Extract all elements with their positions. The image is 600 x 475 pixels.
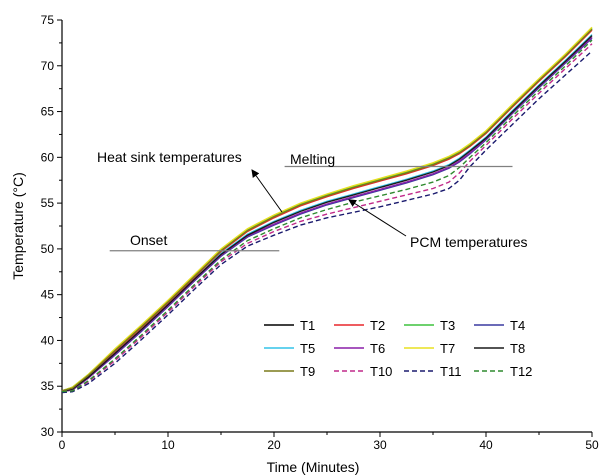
series-line-t7 [61, 26, 593, 392]
heat-sink-arrow [251, 169, 283, 213]
series-line-t12 [61, 39, 593, 393]
x-tick-label: 0 [59, 438, 66, 452]
series-line-t9 [61, 28, 593, 392]
y-tick-label: 70 [41, 59, 55, 73]
legend-label-t1: T1 [300, 318, 315, 333]
legend-label-t12: T12 [510, 364, 532, 379]
y-tick-label: 50 [41, 242, 55, 256]
pcm-temperatures-label: PCM temperatures [410, 234, 527, 250]
y-tick-label: 60 [41, 150, 55, 164]
legend-label-t6: T6 [370, 341, 385, 356]
x-tick-label: 20 [267, 438, 281, 452]
x-tick-label: 40 [479, 438, 493, 452]
heat-sink-label: Heat sink temperatures [97, 149, 242, 165]
x-axis-title: Time (Minutes) [267, 459, 360, 475]
x-tick-label: 30 [373, 438, 387, 452]
series-line-t10 [61, 43, 593, 393]
y-tick-label: 55 [41, 196, 55, 210]
axes: 0 10 20 30 40 50 30 35 40 45 50 55 60 65 70 75 Time (Min… [10, 13, 599, 475]
series-line-t5 [61, 34, 593, 393]
y-axis-title: Temperature (°C) [10, 172, 26, 280]
y-tick-label: 35 [41, 379, 55, 393]
onset-label: Onset [130, 232, 167, 248]
legend-label-t4: T4 [510, 318, 525, 333]
x-tick-label: 50 [585, 438, 599, 452]
legend-label-t5: T5 [300, 341, 315, 356]
y-tick-label: 65 [41, 105, 55, 119]
y-tick-label: 30 [41, 425, 55, 439]
legend: T1 T2 T3 T4 T5 T6 T7 T8 T9 T10 T11 T12 [264, 318, 532, 379]
legend-label-t7: T7 [440, 341, 455, 356]
y-tick-label: 40 [41, 333, 55, 347]
legend-label-t9: T9 [300, 364, 315, 379]
legend-label-t8: T8 [510, 341, 525, 356]
pcm-arrow [348, 199, 407, 237]
x-tick-label: 10 [161, 438, 175, 452]
y-tick-label: 45 [41, 288, 55, 302]
y-tick-label: 75 [41, 13, 55, 27]
legend-label-t3: T3 [440, 318, 455, 333]
legend-label-t10: T10 [370, 364, 392, 379]
series-line-t11 [61, 50, 593, 394]
legend-label-t11: T11 [440, 364, 461, 379]
series-line-t8 [61, 35, 593, 393]
melting-label: Melting [290, 151, 335, 167]
legend-label-t2: T2 [370, 318, 385, 333]
annotations: Onset Melting Heat sink temperatures PCM… [97, 149, 527, 252]
series-layer [61, 26, 593, 394]
